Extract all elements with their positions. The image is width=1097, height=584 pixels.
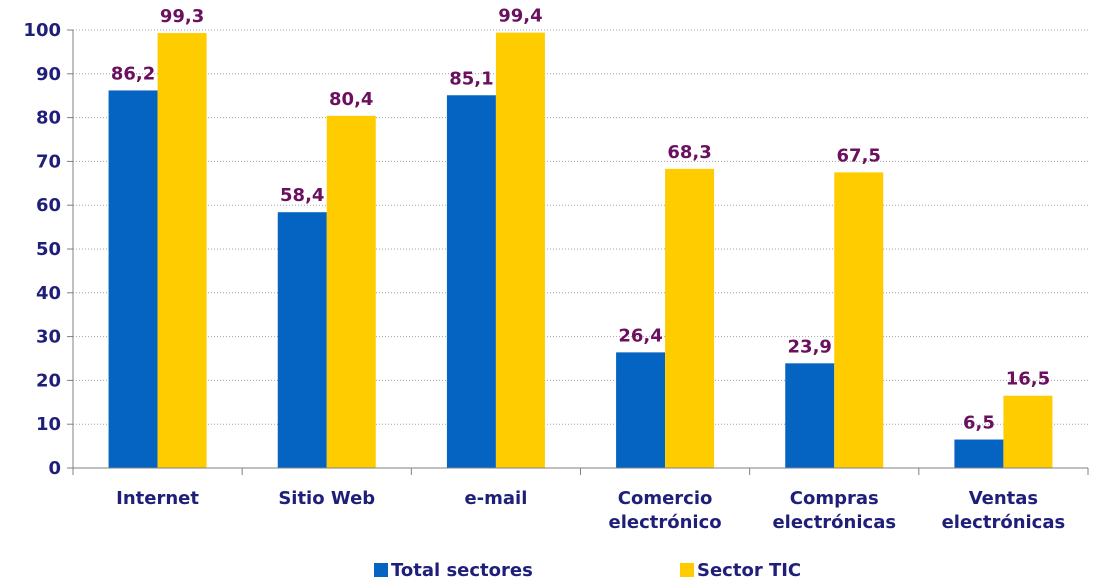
y-tick-label: 50 — [36, 239, 61, 260]
data-label: 16,5 — [1006, 369, 1050, 390]
y-tick-label: 90 — [36, 64, 61, 85]
y-tick-label: 30 — [36, 327, 61, 348]
bar-sector-tic — [157, 33, 207, 468]
legend-swatch — [374, 563, 388, 577]
bar-total-sectores — [616, 352, 666, 468]
x-category-label: Sitio Web — [278, 488, 375, 509]
y-tick-label: 10 — [36, 414, 61, 435]
y-tick-label: 60 — [36, 195, 61, 216]
axes: 0 10 20 30 40 50 60 70 80 90 100 Internet Sitio Web e… — [23, 20, 1089, 533]
bar-total-sectores — [108, 90, 158, 468]
data-label: 99,4 — [498, 6, 542, 27]
x-category-label: e-mail — [464, 488, 527, 509]
bar-sector-tic — [326, 115, 376, 469]
data-label: 86,2 — [111, 63, 155, 84]
bars — [108, 32, 1053, 469]
y-tick-label: 80 — [36, 108, 61, 129]
bar-sector-tic — [1003, 395, 1053, 468]
x-category-label: Ventas — [969, 488, 1038, 509]
data-label: 85,1 — [449, 68, 493, 89]
data-label: 80,4 — [329, 89, 373, 110]
data-labels: 86,2 58,4 85,1 26,4 23,9 6,5 99,3 80,4 99,4 68,3 6… — [111, 6, 1050, 434]
data-label: 99,3 — [160, 6, 204, 27]
x-category-label: electrónicas — [772, 512, 896, 533]
bar-sector-tic — [495, 32, 545, 469]
data-label: 26,4 — [618, 325, 662, 346]
bar-total-sectores — [277, 212, 327, 468]
y-tick-label: 0 — [48, 458, 61, 479]
legend: Total sectores Sector TIC — [374, 560, 801, 581]
data-label: 68,3 — [667, 142, 711, 163]
legend-swatch — [680, 563, 694, 577]
data-label: 6,5 — [963, 413, 995, 434]
data-label: 67,5 — [837, 145, 881, 166]
y-tick-label: 40 — [36, 283, 61, 304]
x-category-label: electrónicas — [942, 512, 1066, 533]
x-category-label: Internet — [116, 488, 199, 509]
legend-label: Sector TIC — [697, 560, 801, 581]
y-tick-label: 20 — [36, 370, 61, 391]
x-category-label: Compras — [790, 488, 879, 509]
data-label: 58,4 — [280, 185, 324, 206]
bar-sector-tic — [834, 172, 884, 468]
gridlines — [73, 29, 1088, 425]
bar-total-sectores — [446, 95, 496, 469]
x-category-label: electrónico — [609, 512, 722, 533]
y-tick-label: 100 — [23, 20, 61, 41]
x-category-label: Comercio — [618, 488, 713, 509]
data-label: 23,9 — [788, 336, 832, 357]
bar-total-sectores — [785, 363, 835, 468]
bar-total-sectores — [954, 439, 1004, 468]
bar-sector-tic — [665, 168, 715, 468]
legend-label: Total sectores — [391, 560, 533, 581]
y-tick-label: 70 — [36, 151, 61, 172]
